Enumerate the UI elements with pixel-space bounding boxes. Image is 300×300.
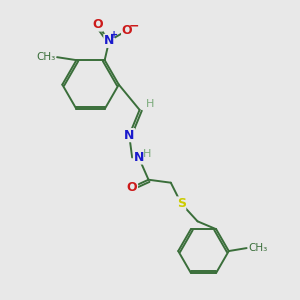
Text: N: N	[124, 129, 134, 142]
Text: CH₃: CH₃	[248, 243, 267, 253]
Text: S: S	[177, 197, 186, 210]
Text: O: O	[122, 24, 132, 37]
Text: H: H	[143, 149, 151, 160]
Text: +: +	[110, 31, 118, 40]
Text: N: N	[134, 151, 144, 164]
Text: CH₃: CH₃	[36, 52, 56, 62]
Text: −: −	[128, 20, 139, 32]
Text: O: O	[92, 18, 103, 31]
Text: N: N	[104, 34, 114, 47]
Text: H: H	[146, 99, 154, 109]
Text: O: O	[127, 181, 137, 194]
